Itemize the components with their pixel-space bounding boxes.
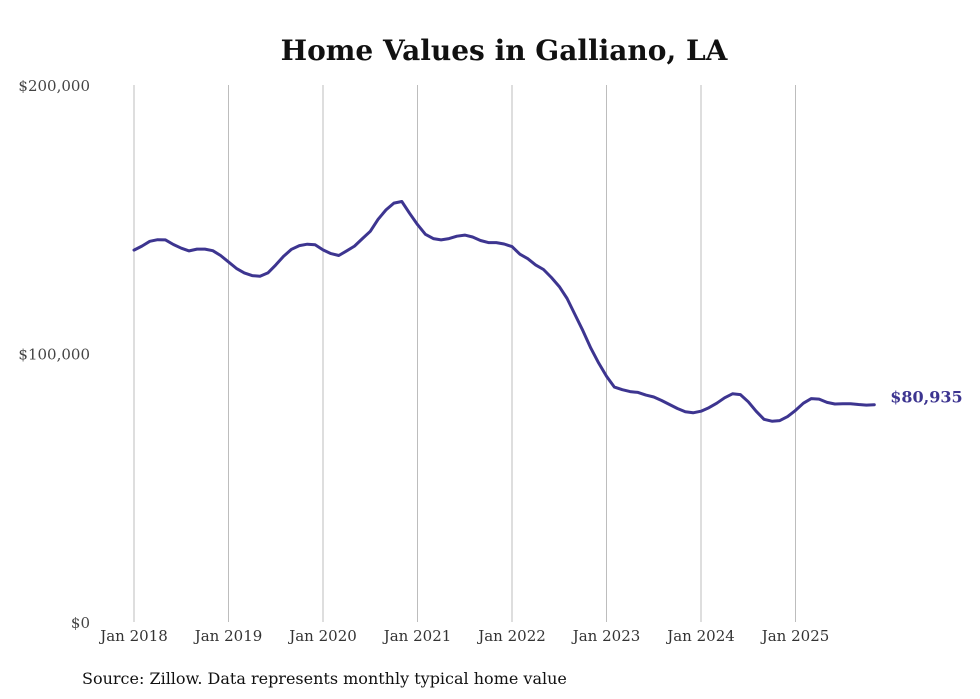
y-axis: $0 $100,000 $200,000: [18, 77, 90, 632]
x-tick-label: Jan 2020: [287, 627, 357, 645]
source-note: Source: Zillow. Data represents monthly …: [82, 669, 567, 688]
series-line: [132, 200, 876, 423]
y-tick-label: $0: [71, 614, 90, 632]
x-tick-label: Jan 2021: [382, 627, 452, 645]
y-tick-label: $200,000: [18, 77, 90, 95]
x-axis: Jan 2018 Jan 2019 Jan 2020 Jan 2021 Jan 2022…: [98, 627, 829, 645]
x-tick-label: Jan 2025: [760, 627, 830, 645]
x-tick-label: Jan 2019: [193, 627, 263, 645]
x-tick-label: Jan 2022: [476, 627, 546, 645]
x-tick-label: Jan 2024: [665, 627, 735, 645]
grid-layer: [133, 85, 796, 622]
chart-title: Home Values in Galliano, LA: [281, 34, 729, 67]
end-value-label: $80,935: [890, 388, 962, 407]
x-tick-label: Jan 2018: [98, 627, 168, 645]
series-layer: $80,935: [132, 200, 963, 423]
y-tick-label: $100,000: [18, 346, 90, 364]
x-tick-label: Jan 2023: [571, 627, 641, 645]
